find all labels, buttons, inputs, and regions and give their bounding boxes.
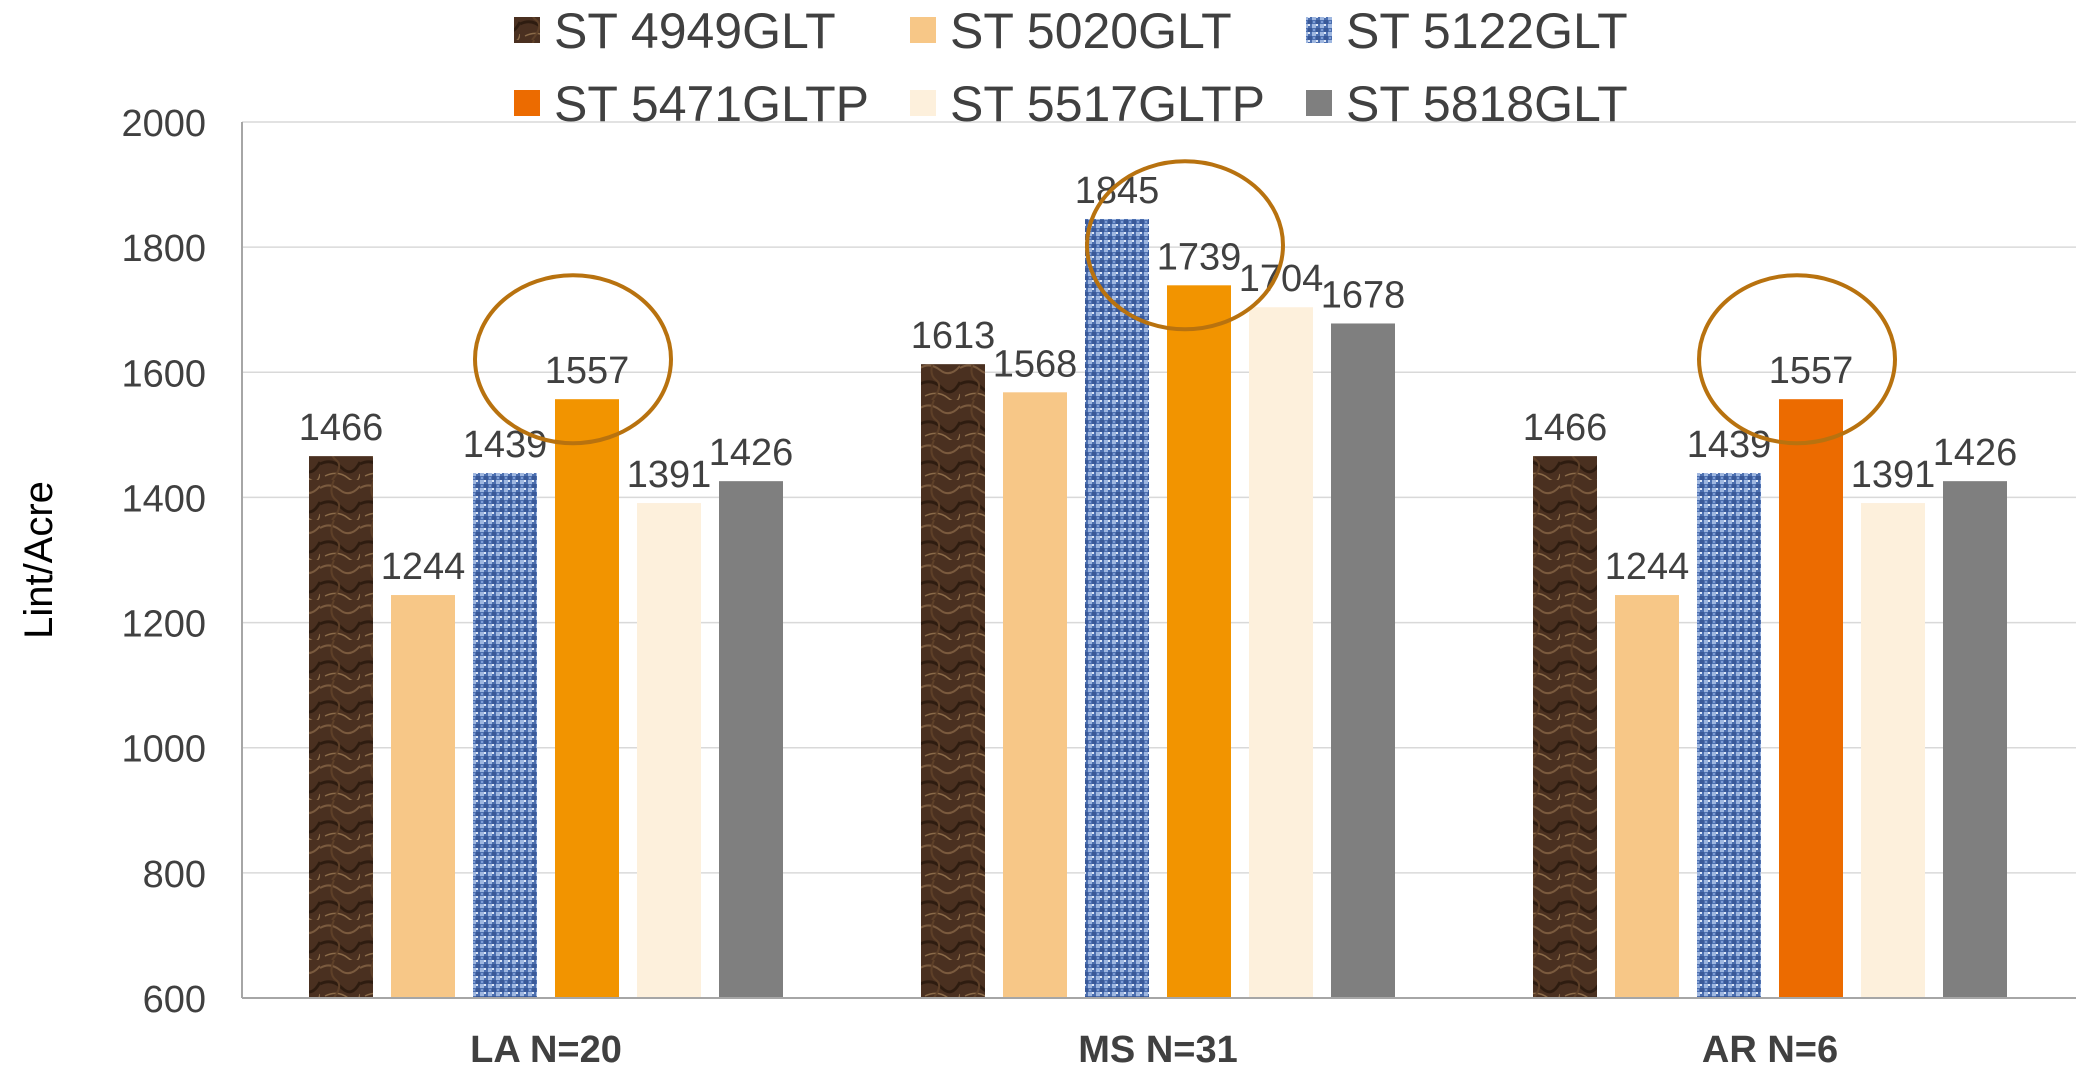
x-category-label: AR N=6 — [1702, 1029, 1838, 1068]
data-label: 1391 — [627, 454, 712, 496]
legend-swatch — [1306, 90, 1332, 116]
data-label: 1244 — [1605, 546, 1690, 588]
y-tick-label: 1000 — [121, 729, 206, 771]
bar — [309, 456, 373, 998]
y-tick-label: 600 — [143, 979, 206, 1021]
y-axis-title: Lint/Acre — [17, 481, 61, 639]
bar — [1943, 481, 2007, 998]
bar — [391, 595, 455, 998]
data-label: 1466 — [1523, 407, 1608, 449]
highlight-circle — [473, 273, 673, 446]
data-label: 1557 — [1769, 350, 1854, 392]
bar — [473, 473, 537, 998]
data-label: 1845 — [1075, 170, 1160, 212]
bar — [1167, 285, 1231, 999]
data-label: 1391 — [1851, 454, 1936, 496]
bar — [555, 399, 619, 999]
data-label: 1439 — [463, 424, 548, 466]
y-tick-label: 2000 — [121, 103, 206, 145]
x-category-label: MS N=31 — [1078, 1029, 1237, 1068]
data-label: 1466 — [299, 407, 384, 449]
y-tick-label: 1800 — [121, 228, 206, 270]
legend-swatch — [514, 17, 540, 43]
data-label: 1568 — [993, 343, 1078, 385]
legend-entry: ST 5471GLTP — [554, 76, 869, 132]
data-label: 1739 — [1157, 236, 1242, 278]
legend-swatch — [910, 17, 936, 43]
highlight-circle — [1085, 159, 1285, 332]
data-label: 1557 — [545, 350, 630, 392]
bar — [1003, 392, 1067, 998]
bar — [1331, 323, 1395, 999]
y-tick-label: 1400 — [121, 478, 206, 520]
bar — [1085, 218, 1149, 998]
y-tick-label: 800 — [143, 854, 206, 896]
bar — [1779, 399, 1843, 999]
legend-entry: ST 5517GLTP — [950, 76, 1265, 132]
bar — [1861, 503, 1925, 998]
legend-swatch — [910, 90, 936, 116]
y-tick-label: 1200 — [121, 604, 206, 646]
bar — [1249, 307, 1313, 998]
legend-entry: ST 5020GLT — [950, 3, 1232, 59]
bar — [1533, 456, 1597, 998]
highlight-circle — [1697, 273, 1897, 446]
legend-entry: ST 5818GLT — [1346, 76, 1628, 132]
legend-entry: ST 4949GLT — [554, 3, 836, 59]
legend-swatch — [1306, 17, 1332, 43]
data-label: 1439 — [1687, 424, 1772, 466]
bar — [637, 503, 701, 998]
y-tick-label: 1600 — [121, 353, 206, 395]
x-category-label: LA N=20 — [470, 1029, 622, 1068]
data-label: 1426 — [1933, 432, 2018, 474]
legend-entry: ST 5122GLT — [1346, 3, 1628, 59]
bar — [1697, 473, 1761, 998]
bar — [921, 364, 985, 998]
legend-swatch — [514, 90, 540, 116]
data-label: 1244 — [381, 546, 466, 588]
bar — [1615, 595, 1679, 998]
bar — [719, 481, 783, 998]
data-label: 1426 — [709, 432, 794, 474]
data-label: 1613 — [911, 315, 996, 357]
data-label: 1678 — [1321, 274, 1406, 316]
